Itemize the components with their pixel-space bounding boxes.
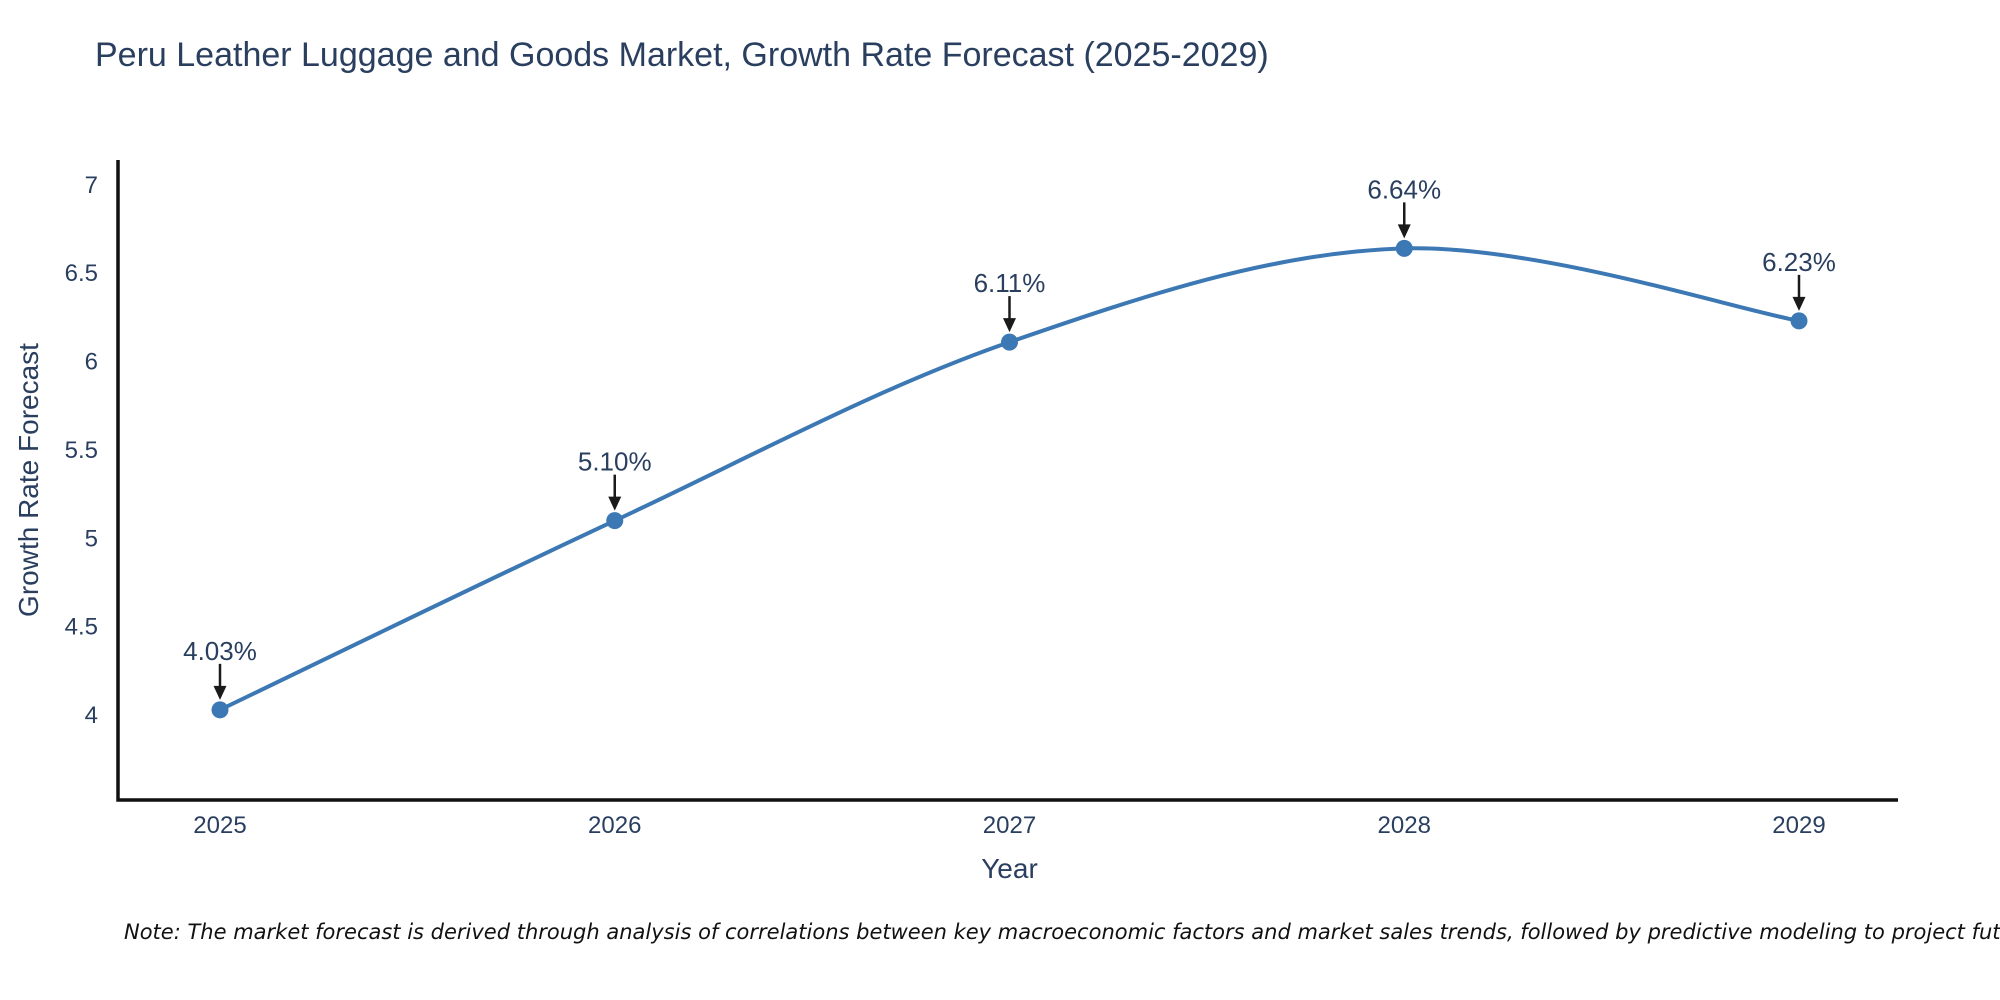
x-axis-tick-label: 2029 [1772, 812, 1825, 839]
y-axis-title: Growth Rate Forecast [13, 343, 44, 617]
chart-title: Peru Leather Luggage and Goods Market, G… [95, 36, 1269, 74]
x-axis-tick-label: 2025 [193, 812, 246, 839]
data-point-label: 6.11% [974, 268, 1046, 298]
y-axis-tick-label: 7 [85, 172, 98, 199]
x-axis-title: Year [981, 853, 1038, 884]
data-point-marker[interactable] [211, 701, 229, 719]
y-axis-tick-label: 5.5 [65, 437, 98, 464]
y-axis-tick-label: 5 [85, 525, 98, 552]
annotation-arrow-head [1792, 296, 1806, 311]
y-axis-tick-label: 4 [85, 702, 98, 729]
annotation-arrow-head [213, 685, 227, 700]
x-axis-tick-label: 2026 [588, 812, 641, 839]
data-point-marker[interactable] [606, 512, 624, 530]
data-point-marker[interactable] [1001, 333, 1018, 351]
data-point-label: 4.03% [183, 636, 257, 666]
y-axis-tick-label: 4.5 [65, 614, 98, 641]
data-point-label: 6.23% [1762, 247, 1836, 277]
data-point-label: 6.64% [1367, 174, 1441, 204]
data-point-marker[interactable] [1395, 239, 1413, 257]
data-point-marker[interactable] [1790, 312, 1808, 330]
annotation-arrow-head [1003, 318, 1016, 333]
y-axis-tick-label: 6 [85, 349, 98, 376]
chart-footnote: Note: The market forecast is derived thr… [124, 920, 2000, 944]
data-point-label: 5.10% [578, 447, 652, 477]
annotation-arrow-head [1397, 224, 1411, 239]
x-axis-tick-label: 2027 [983, 812, 1036, 839]
axes-lines [116, 160, 1898, 802]
annotation-arrow-head [608, 496, 622, 511]
x-axis-tick-label: 2028 [1378, 812, 1431, 839]
y-axis-tick-label: 6.5 [65, 260, 98, 287]
